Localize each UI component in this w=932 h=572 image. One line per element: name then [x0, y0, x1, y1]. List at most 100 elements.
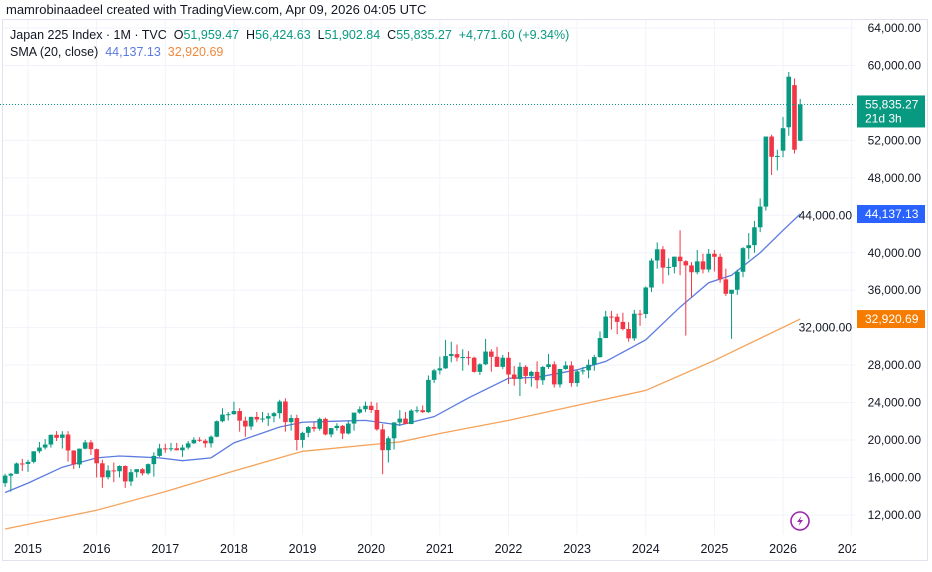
candle-2021-03 — [448, 341, 454, 363]
candle-2015-08 — [65, 431, 71, 462]
candle-2017-04 — [180, 444, 185, 457]
candle-2024-09 — [689, 262, 694, 298]
candle-2023-12 — [637, 309, 643, 326]
candle-body — [288, 418, 294, 423]
candle-2017-09 — [208, 435, 214, 448]
candle-2021-04 — [454, 344, 460, 362]
candle-2023-11 — [632, 309, 637, 341]
indicator-legend-row: SMA (20, close) 44,137.13 32,920.69 — [10, 44, 569, 61]
candle-2024-01 — [643, 286, 649, 319]
candle-body — [723, 279, 729, 294]
candle-body — [506, 357, 511, 375]
candle-body — [746, 245, 752, 249]
candle-2021-05 — [460, 349, 466, 371]
candle-2014-12 — [19, 458, 25, 471]
candle-body — [574, 371, 580, 384]
candle-2017-02 — [168, 442, 174, 452]
time-tick-label: 2019 — [289, 542, 317, 556]
open-value: 51,959.47 — [183, 28, 240, 42]
candle-body — [128, 472, 134, 482]
indicator-name[interactable]: SMA (20, close) — [10, 44, 99, 59]
candle-2015-10 — [77, 448, 82, 469]
candle-body — [466, 357, 471, 359]
candle-body — [82, 442, 88, 449]
candle-body — [260, 418, 265, 420]
symbol-name[interactable]: Japan 225 Index · 1M · TVC — [10, 28, 167, 42]
candle-body — [729, 289, 734, 294]
candle-2025-10 — [763, 136, 769, 211]
candle-2026-03 — [792, 78, 797, 154]
candle-2021-08 — [477, 363, 483, 375]
candle-body — [220, 414, 225, 422]
candle-body — [265, 416, 271, 419]
candle-body — [666, 266, 671, 268]
candle-body — [71, 450, 77, 465]
time-tick-label: 2020 — [357, 542, 385, 556]
candle-body — [225, 414, 231, 416]
candle-2024-03 — [654, 242, 660, 269]
candle-2015-02 — [31, 451, 37, 464]
candle-body — [529, 371, 534, 376]
candle-body — [534, 371, 540, 381]
candle-2022-10 — [557, 368, 563, 388]
candle-2025-07 — [746, 233, 752, 260]
candle-body — [386, 438, 391, 451]
candle-2019-08 — [340, 425, 345, 440]
candle-body — [2, 475, 8, 484]
candle-2015-05 — [48, 434, 54, 448]
candle-2022-07 — [540, 366, 546, 385]
candle-body — [231, 411, 237, 415]
candle-2018-10 — [283, 398, 288, 432]
low-value: 51,902.84 — [324, 28, 381, 42]
candle-body — [523, 366, 528, 376]
lightning-bolt-icon[interactable] — [790, 511, 810, 531]
candle-2020-05 — [391, 422, 397, 450]
candle-2019-10 — [351, 412, 357, 431]
price-tick-label: 12,000.00 — [868, 508, 922, 522]
candle-2022-02 — [511, 366, 517, 386]
candle-body — [25, 461, 31, 464]
candle-body — [426, 379, 431, 413]
candle-2017-11 — [220, 408, 225, 423]
candle-2018-05 — [254, 411, 260, 423]
candle-2019-04 — [317, 417, 323, 431]
candle-body — [477, 364, 483, 372]
candle-2022-09 — [551, 361, 557, 388]
candle-body — [197, 439, 202, 441]
candle-body — [248, 416, 254, 427]
attribution-text: mamrobinaadeel created with TradingView.… — [6, 2, 427, 17]
candle-2016-02 — [100, 459, 105, 488]
candle-2017-05 — [185, 440, 191, 450]
candle-2020-02 — [374, 402, 380, 431]
candle-body — [317, 418, 323, 429]
candle-body — [94, 449, 99, 464]
candle-body — [357, 409, 363, 413]
candle-2021-07 — [471, 356, 477, 373]
candle-2019-07 — [334, 423, 340, 431]
chart-frame — [2, 19, 928, 561]
price-tick-label: 16,000.00 — [868, 471, 922, 485]
candle-2017-12 — [225, 411, 231, 421]
candle-body — [437, 368, 443, 371]
symbol-legend-row: Japan 225 Index · 1M · TVC O51,959.47 H5… — [10, 27, 569, 44]
candle-body — [586, 364, 591, 371]
candle-2015-04 — [42, 439, 48, 450]
candle-2018-01 — [231, 401, 237, 415]
candle-2022-12 — [569, 361, 574, 387]
candle-2017-01 — [162, 443, 168, 453]
price-tick-label: 28,000.00 — [868, 358, 922, 372]
candle-body — [672, 256, 677, 267]
candle-2014-10 — [8, 472, 14, 492]
candle-2020-06 — [397, 410, 403, 427]
candle-body — [489, 351, 494, 357]
candle-body — [214, 421, 220, 437]
candle-body — [757, 206, 763, 228]
candle-2015-12 — [88, 440, 94, 456]
candle-2025-09 — [757, 198, 763, 233]
candle-2024-04 — [660, 246, 666, 284]
candle-2020-08 — [408, 409, 414, 425]
candle-body — [100, 463, 105, 478]
candle-2026-01 — [780, 116, 786, 158]
candle-2016-04 — [111, 462, 117, 483]
